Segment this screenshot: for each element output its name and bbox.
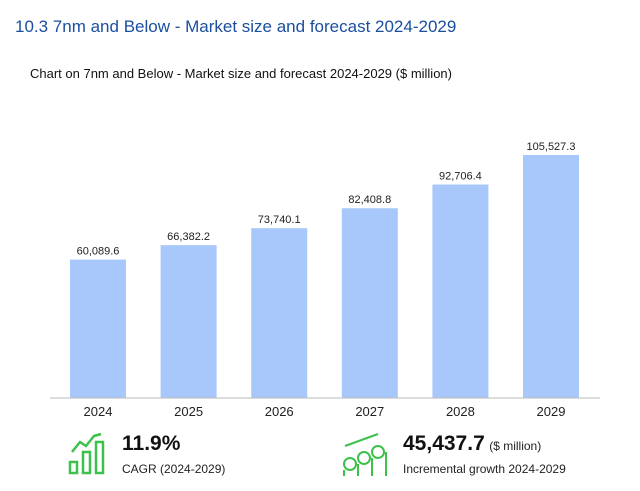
x-tick-label: 2028 xyxy=(446,404,475,419)
growth-unit: ($ million) xyxy=(489,439,542,453)
x-tick-label: 2029 xyxy=(537,404,566,419)
growth-value: 45,437.7 xyxy=(403,432,485,455)
bar-2028 xyxy=(432,184,489,398)
cagr-label: CAGR (2024-2029) xyxy=(122,462,226,476)
data-label: 105,527.3 xyxy=(527,141,576,153)
section-title: 10.3 7nm and Below - Market size and for… xyxy=(15,17,457,36)
data-label: 66,382.2 xyxy=(167,231,210,243)
data-label: 92,706.4 xyxy=(439,171,482,183)
data-label: 60,089.6 xyxy=(77,246,120,258)
bar-2024 xyxy=(70,259,126,398)
growth-label: Incremental growth 2024-2029 xyxy=(403,462,566,476)
chart-title: Chart on 7nm and Below - Market size and… xyxy=(30,66,452,81)
bar-2026 xyxy=(251,228,308,398)
bar-2025 xyxy=(160,245,217,398)
bar-chart: 60,089.6 2024 66,382.2 2025 73,740.1 2026 82,4… xyxy=(50,141,600,419)
x-tick-label: 2026 xyxy=(265,404,294,419)
cagr-icon xyxy=(68,432,108,481)
x-tick-label: 2025 xyxy=(174,404,203,419)
cagr-value: 11.9% xyxy=(122,432,181,455)
bar-2027 xyxy=(341,208,398,398)
growth-bars-icon xyxy=(68,432,105,475)
x-tick-label: 2024 xyxy=(84,404,113,419)
data-label: 73,740.1 xyxy=(258,214,301,226)
growth-icon xyxy=(340,432,390,481)
x-tick-label: 2027 xyxy=(355,404,384,419)
money-growth-icon xyxy=(343,433,387,476)
data-label: 82,408.8 xyxy=(348,194,391,206)
bar-2029 xyxy=(523,155,579,398)
